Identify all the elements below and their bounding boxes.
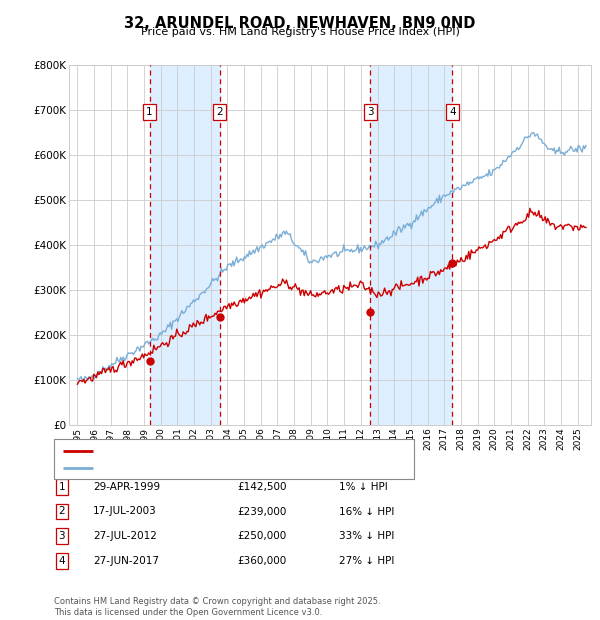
Text: 4: 4 bbox=[58, 556, 65, 566]
Text: 29-APR-1999: 29-APR-1999 bbox=[93, 482, 160, 492]
Text: £239,000: £239,000 bbox=[237, 507, 286, 516]
Text: 4: 4 bbox=[449, 107, 456, 117]
Text: £142,500: £142,500 bbox=[237, 482, 287, 492]
Text: 16% ↓ HPI: 16% ↓ HPI bbox=[339, 507, 394, 516]
Text: 33% ↓ HPI: 33% ↓ HPI bbox=[339, 531, 394, 541]
Bar bbox=[370, 65, 452, 425]
Text: £360,000: £360,000 bbox=[237, 556, 286, 566]
Text: Price paid vs. HM Land Registry's House Price Index (HPI): Price paid vs. HM Land Registry's House … bbox=[140, 27, 460, 37]
Text: 27-JUN-2017: 27-JUN-2017 bbox=[93, 556, 159, 566]
Bar bbox=[149, 65, 220, 425]
Text: 1% ↓ HPI: 1% ↓ HPI bbox=[339, 482, 388, 492]
Text: 2: 2 bbox=[217, 107, 223, 117]
Text: 1: 1 bbox=[146, 107, 153, 117]
Text: 1: 1 bbox=[58, 482, 65, 492]
Text: 2: 2 bbox=[58, 507, 65, 516]
Text: 17-JUL-2003: 17-JUL-2003 bbox=[93, 507, 157, 516]
Text: Contains HM Land Registry data © Crown copyright and database right 2025.
This d: Contains HM Land Registry data © Crown c… bbox=[54, 598, 380, 617]
Text: £250,000: £250,000 bbox=[237, 531, 286, 541]
Text: 3: 3 bbox=[58, 531, 65, 541]
Text: 27-JUL-2012: 27-JUL-2012 bbox=[93, 531, 157, 541]
Text: 32, ARUNDEL ROAD, NEWHAVEN, BN9 0ND (detached house): 32, ARUNDEL ROAD, NEWHAVEN, BN9 0ND (det… bbox=[98, 446, 398, 456]
Text: 27% ↓ HPI: 27% ↓ HPI bbox=[339, 556, 394, 566]
Text: 3: 3 bbox=[367, 107, 374, 117]
Text: 32, ARUNDEL ROAD, NEWHAVEN, BN9 0ND: 32, ARUNDEL ROAD, NEWHAVEN, BN9 0ND bbox=[124, 16, 476, 30]
Text: HPI: Average price, detached house, Lewes: HPI: Average price, detached house, Lewe… bbox=[98, 463, 309, 473]
